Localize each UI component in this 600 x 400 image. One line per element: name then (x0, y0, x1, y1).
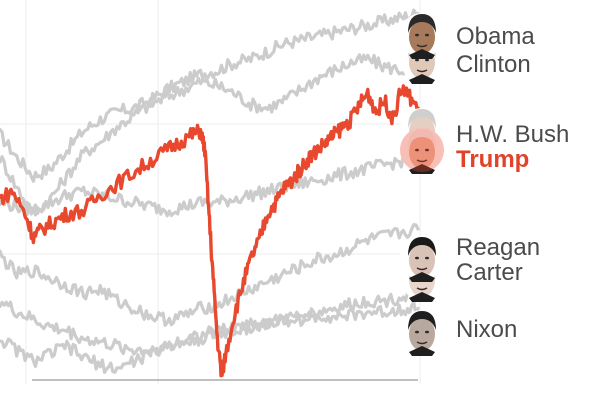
legend-label-nixon: Nixon (456, 316, 518, 343)
trump-portrait-icon (400, 128, 444, 174)
series-line-trump (0, 84, 420, 378)
portrait-group (400, 13, 444, 356)
series-line-obama (0, 8, 420, 183)
series-line-carter (0, 286, 420, 357)
legend-label-hw-bush: H.W. Bush (456, 121, 570, 148)
series-line-reagan (0, 223, 420, 327)
obama-portrait-icon (400, 13, 444, 59)
legend-label-clinton: Clinton (456, 51, 531, 78)
highlight-series-group (0, 84, 420, 378)
series-line-nixon (0, 301, 420, 374)
legend-label-trump: Trump (456, 146, 530, 173)
legend-label-carter: Carter (456, 259, 523, 286)
legend-label-obama: Obama (456, 23, 535, 50)
series-line-clinton (0, 53, 420, 217)
nixon-portrait-icon (400, 310, 444, 356)
legend-label-reagan: Reagan (456, 234, 541, 261)
reagan-portrait-icon (400, 236, 444, 282)
